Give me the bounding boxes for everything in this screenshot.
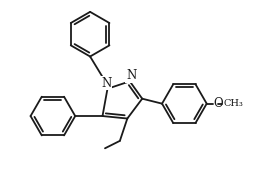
Text: CH₃: CH₃ [223,99,243,108]
Text: N: N [102,77,112,90]
Text: N: N [126,69,136,82]
Text: O: O [214,97,223,110]
